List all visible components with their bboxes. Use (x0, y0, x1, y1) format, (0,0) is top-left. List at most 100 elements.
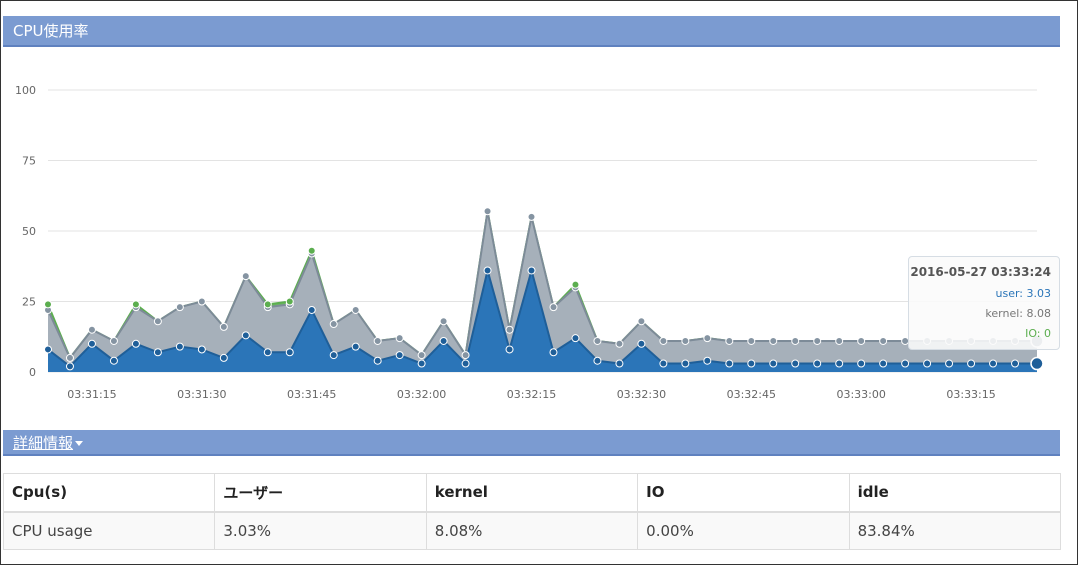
data-point-kernel (395, 334, 404, 343)
x-tick-label: 03:32:00 (397, 388, 446, 401)
data-point-kernel (791, 336, 800, 345)
data-point-kernel (549, 303, 558, 312)
data-point-kernel (769, 336, 778, 345)
data-point-user (593, 356, 602, 365)
table-cell: 0.00% (637, 511, 850, 550)
data-point-kernel (373, 336, 382, 345)
data-point-kernel (329, 320, 338, 329)
column-header: IO (637, 473, 850, 513)
data-point-user (637, 339, 646, 348)
data-point-kernel (637, 317, 646, 326)
data-point-user (857, 359, 866, 368)
tooltip-kernel-value: kernel: 8.08 (985, 307, 1051, 320)
data-point-kernel (813, 336, 822, 345)
data-point-kernel (461, 351, 470, 360)
data-point-user (197, 345, 206, 354)
data-point-user (945, 359, 954, 368)
data-point-kernel (747, 336, 756, 345)
data-point-user (1030, 356, 1044, 371)
details-toggle-label: 詳細情報 (13, 434, 74, 452)
cpu-usage-chart[interactable]: 0 25 50 75 100 03:31:15 03:31:30 03:31:45 03:32:… (0, 50, 1078, 410)
table-cell: CPU usage (2, 511, 216, 550)
data-point-user (439, 336, 448, 345)
data-point-user (153, 348, 162, 357)
tooltip-io-value: IO: 0 (1025, 327, 1051, 340)
cpu-usage-panel-header: CPU使用率 (3, 16, 1060, 47)
data-point-user (285, 348, 294, 357)
series-area-user (48, 270, 1037, 372)
data-point-user (901, 359, 910, 368)
data-point-user (87, 339, 96, 348)
x-tick-label: 03:31:45 (287, 388, 336, 401)
x-tick-label: 03:32:15 (507, 388, 556, 401)
panel-title: CPU使用率 (13, 22, 89, 40)
data-point-user (219, 353, 228, 362)
data-point-user (373, 356, 382, 365)
data-point-kernel (417, 351, 426, 360)
data-point-kernel (857, 336, 866, 345)
column-header: ユーザー (214, 473, 427, 513)
data-point-user (505, 345, 514, 354)
data-point-user (571, 334, 580, 343)
data-point-kernel (659, 336, 668, 345)
data-point-user (131, 339, 140, 348)
data-point-user (175, 342, 184, 351)
data-point-io (307, 246, 316, 255)
column-header: idle (848, 473, 1062, 513)
data-point-kernel (87, 325, 96, 334)
series-line-kernel (47, 211, 1037, 360)
data-point-user (747, 359, 756, 368)
column-header: Cpu(s) (2, 473, 216, 513)
data-point-user (241, 331, 250, 340)
data-point-kernel (835, 336, 844, 345)
data-point-user (483, 266, 492, 275)
data-point-user (549, 348, 558, 357)
tooltip-time: 2016-05-27 03:33:24 (910, 265, 1051, 279)
data-point-kernel (439, 317, 448, 326)
data-point-kernel (65, 353, 74, 362)
data-point-io (263, 300, 272, 309)
table-row: CPU usage 3.03% 8.08% 0.00% 83.84% (2, 511, 1062, 550)
data-point-kernel (197, 297, 206, 306)
data-point-user (1011, 359, 1020, 368)
series-line-user (47, 266, 1037, 368)
y-tick-label: 100 (15, 84, 36, 97)
data-point-user (615, 359, 624, 368)
data-point-user (989, 359, 998, 368)
data-point-kernel (241, 272, 250, 281)
table-cell: 83.84% (848, 511, 1062, 550)
table-cell: 8.08% (425, 511, 639, 550)
details-toggle-link[interactable]: 詳細情報 (13, 434, 84, 452)
data-point-kernel (527, 212, 536, 221)
data-point-user (263, 348, 272, 357)
data-point-io (571, 280, 580, 289)
x-tick-label: 03:32:30 (617, 388, 666, 401)
data-point-io (44, 300, 52, 309)
y-tick-label: 75 (22, 155, 36, 168)
data-point-user (725, 359, 734, 368)
series-area-kernel (48, 211, 1037, 367)
data-point-user (65, 362, 74, 371)
data-point-kernel (109, 336, 118, 345)
x-tick-label: 03:31:15 (67, 388, 116, 401)
data-point-io (285, 297, 294, 306)
data-point-kernel (593, 336, 602, 345)
data-point-kernel (175, 303, 184, 312)
data-point-kernel (505, 325, 514, 334)
data-point-user (461, 359, 470, 368)
x-tick-label: 03:31:30 (177, 388, 226, 401)
y-tick-label: 0 (29, 366, 36, 379)
tooltip-user-value: user: 3.03 (995, 287, 1052, 300)
data-point-user (351, 342, 360, 351)
column-header: kernel (425, 473, 639, 513)
data-point-io (131, 300, 140, 309)
table-cell: 3.03% (214, 511, 427, 550)
data-point-user (44, 345, 52, 354)
x-tick-label: 03:32:45 (727, 388, 776, 401)
data-point-user (791, 359, 800, 368)
x-tick-label: 03:33:00 (836, 388, 885, 401)
data-point-kernel (879, 336, 888, 345)
data-point-kernel (153, 317, 162, 326)
data-point-user (681, 359, 690, 368)
data-point-user (395, 351, 404, 360)
